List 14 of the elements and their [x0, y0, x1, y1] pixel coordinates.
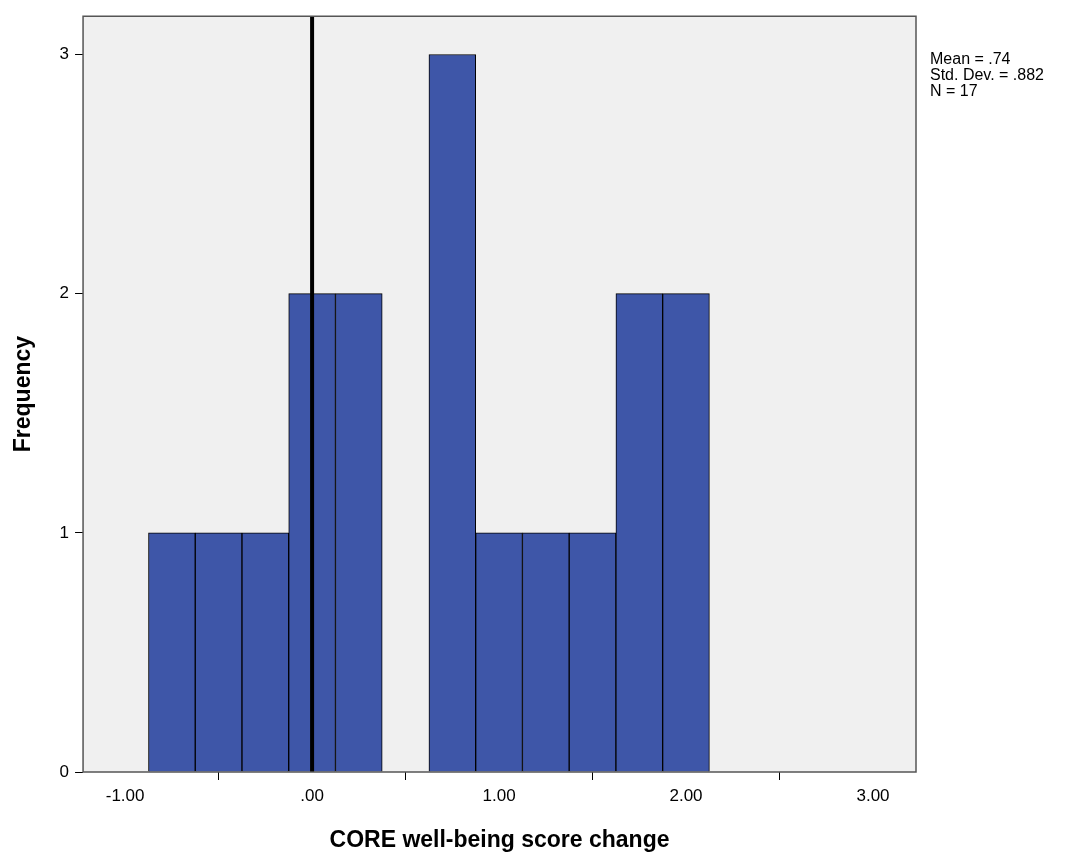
- x-tick-label: 1.00: [482, 785, 516, 805]
- text: Std. Dev. = .882: [930, 66, 1045, 84]
- x-tick-label: 2.00: [669, 785, 703, 805]
- text: Mean = .74: [930, 50, 1011, 68]
- y-tick-label: 3: [59, 44, 70, 64]
- y-tick-label: 2: [59, 283, 70, 303]
- y-tick-label: 0: [59, 761, 70, 781]
- x-tick-label: 3.00: [856, 785, 890, 805]
- x-axis-title: CORE well-being score change: [329, 825, 670, 852]
- x-tick-label: -1.00: [105, 785, 145, 805]
- text: N = 17: [930, 82, 978, 100]
- y-tick-label: 1: [59, 522, 70, 542]
- x-tick-label: .00: [300, 785, 324, 805]
- y-axis-title: Frequency: [9, 335, 36, 453]
